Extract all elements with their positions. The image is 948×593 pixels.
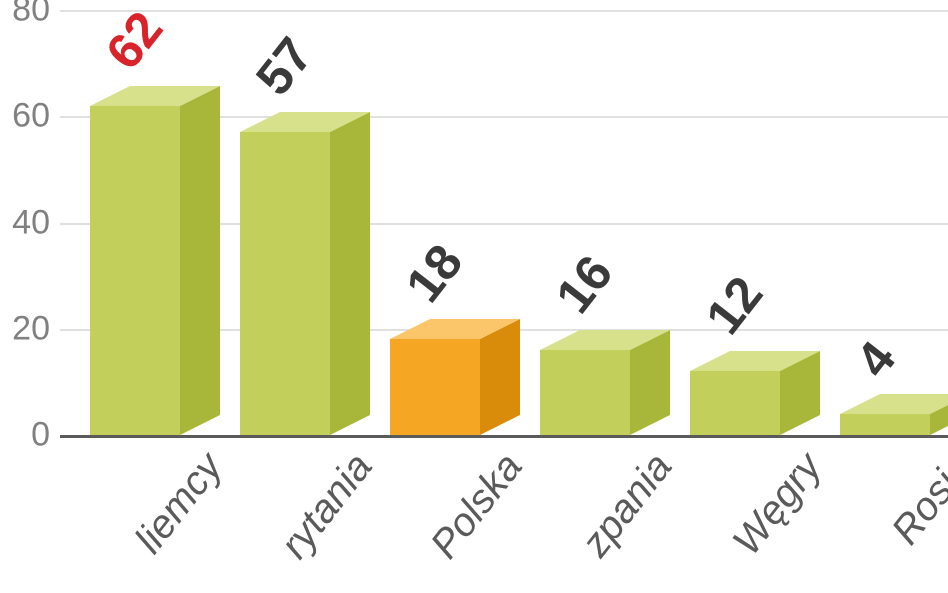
y-tick-label: 80 (12, 0, 60, 30)
category-label: liemcy (127, 445, 232, 562)
category-label: Polska (422, 445, 531, 567)
category-label: zpania (573, 445, 681, 566)
bar-front (90, 106, 180, 435)
bar (540, 350, 630, 435)
bar (90, 106, 180, 435)
value-label: 62 (94, 0, 174, 80)
bar-top (840, 394, 948, 414)
plot-area: 02040608062liemcy57rytania18Polska16zpan… (60, 10, 948, 435)
category-label: rytania (272, 445, 381, 567)
bar-chart: 0 20 40 60 80 62 liemcy 57 rytania 18 Polska 16 zpan… (0, 0, 948, 593)
bar (840, 414, 930, 435)
gridline (60, 10, 948, 12)
bar-front (690, 371, 780, 435)
category-label: Rosja (883, 445, 948, 553)
value-label: 16 (544, 244, 624, 324)
bar (240, 132, 330, 435)
bar-front (240, 132, 330, 435)
bar-side (330, 112, 370, 435)
y-tick-label: 60 (12, 97, 60, 136)
value-label: 18 (394, 234, 474, 314)
y-tick-label: 0 (31, 416, 60, 455)
bar (390, 339, 480, 435)
value-label: 4 (844, 330, 907, 388)
bar-front (390, 339, 480, 435)
bar-front (540, 350, 630, 435)
category-label: Węgry (724, 445, 831, 564)
bar-side (180, 86, 220, 435)
y-tick-label: 20 (12, 309, 60, 348)
y-tick-label: 40 (12, 203, 60, 242)
bar (690, 371, 780, 435)
bar-front (840, 414, 930, 435)
baseline (60, 435, 948, 438)
bar-side (480, 319, 520, 435)
value-label: 57 (244, 27, 324, 107)
value-label: 12 (694, 266, 774, 346)
